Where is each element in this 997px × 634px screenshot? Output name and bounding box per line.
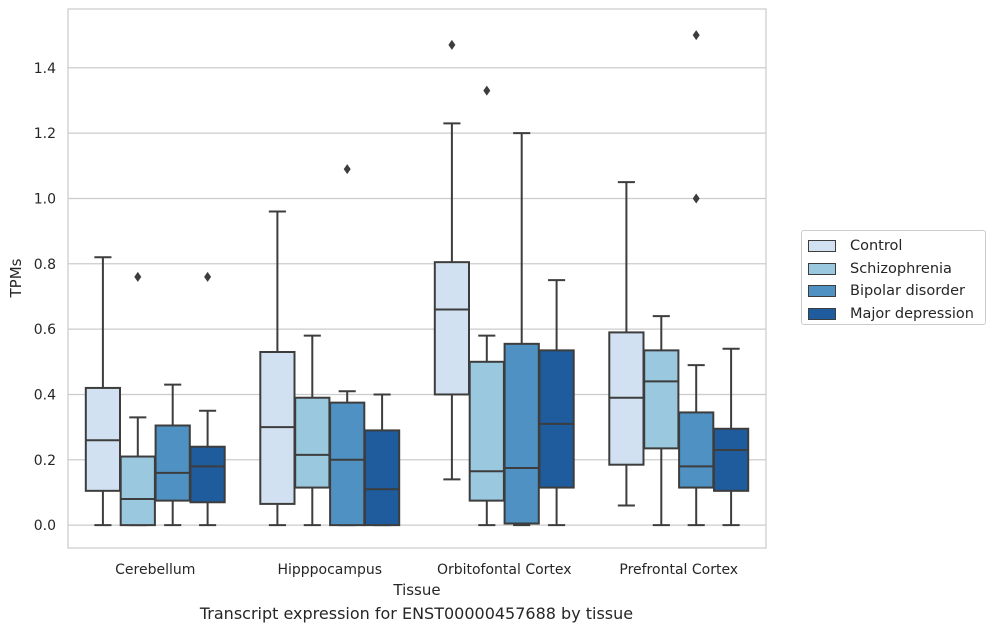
- iqr-box: [363, 429, 401, 527]
- x-axis-label: Tissue: [392, 581, 440, 599]
- outlier-point: [692, 30, 700, 41]
- x-tick-label: Cerebellum: [115, 562, 195, 578]
- iqr-box: [433, 261, 471, 396]
- box-prefrontal-cortex-control: [608, 181, 645, 507]
- iqr-box: [189, 445, 226, 504]
- x-tick-label: Hipppocampus: [277, 562, 382, 578]
- x-tick-label: Orbitofontal Cortex: [437, 562, 572, 578]
- legend-label-control: Control: [850, 238, 903, 255]
- x-tick-label: Prefrontal Cortex: [619, 562, 738, 578]
- box-cerebellum-control: [84, 256, 122, 527]
- iqr-box: [468, 360, 505, 502]
- outlier-point: [343, 164, 351, 175]
- iqr-box: [294, 396, 331, 489]
- iqr-box: [119, 455, 156, 527]
- y-tick-label: 0.6: [34, 322, 56, 338]
- box-hipppocampus-major-depression: [363, 393, 401, 527]
- x-axis-ticks: Cerebellum Hipppocampus Orbitofontal Corte…: [115, 562, 738, 578]
- y-tick-label: 1.2: [34, 126, 56, 142]
- iqr-box: [712, 427, 750, 492]
- y-axis-ticks: 0.0 0.2 0.4 0.6 0.8 1.0 1.2 1.4: [34, 61, 56, 534]
- legend-item-schizophrenia: Schizophrenia: [808, 258, 985, 281]
- legend-item-major-depression: Major depression: [808, 303, 985, 326]
- iqr-box: [643, 349, 680, 450]
- legend-item-control: Control: [808, 235, 985, 258]
- legend-swatch-bipolar-disorder: [808, 285, 836, 298]
- legend-label-schizophrenia: Schizophrenia: [850, 260, 952, 277]
- box-prefrontal-cortex-schizophrenia: [643, 315, 680, 527]
- legend-label-bipolar-disorder: Bipolar disorder: [850, 283, 965, 300]
- y-tick-label: 0.8: [34, 257, 56, 273]
- outlier-point: [134, 271, 142, 282]
- iqr-box: [678, 411, 715, 489]
- outlier-point: [483, 85, 491, 96]
- iqr-box: [329, 401, 366, 527]
- y-axis-label: TPMs: [7, 258, 25, 298]
- boxes: [84, 30, 750, 527]
- outlier-point: [448, 39, 456, 50]
- legend: Control Schizophrenia Bipolar disorder M…: [801, 230, 986, 325]
- y-tick-label: 0.4: [34, 387, 56, 403]
- box-orbitofontal-cortex-control: [433, 39, 471, 481]
- legend-swatch-schizophrenia: [808, 262, 836, 275]
- figure-caption: Transcript expression for ENST0000045768…: [199, 604, 634, 623]
- y-tick-label: 1.0: [34, 191, 56, 207]
- box-orbitofontal-cortex-major-depression: [538, 279, 575, 527]
- box-prefrontal-cortex-major-depression: [712, 347, 750, 527]
- box-cerebellum-major-depression: [189, 271, 226, 527]
- legend-item-bipolar-disorder: Bipolar disorder: [808, 280, 985, 303]
- outlier-point: [692, 193, 700, 204]
- y-tick-label: 1.4: [34, 61, 56, 77]
- box-hipppocampus-control: [259, 210, 296, 527]
- legend-swatch-major-depression: [808, 307, 836, 320]
- iqr-box: [503, 342, 540, 525]
- y-tick-label: 0.2: [34, 453, 56, 469]
- y-tick-label: 0.0: [34, 518, 56, 534]
- outlier-point: [204, 271, 212, 282]
- iqr-box: [154, 424, 191, 502]
- legend-label-major-depression: Major depression: [850, 305, 974, 322]
- legend-swatch-control: [808, 240, 836, 253]
- iqr-box: [538, 349, 575, 489]
